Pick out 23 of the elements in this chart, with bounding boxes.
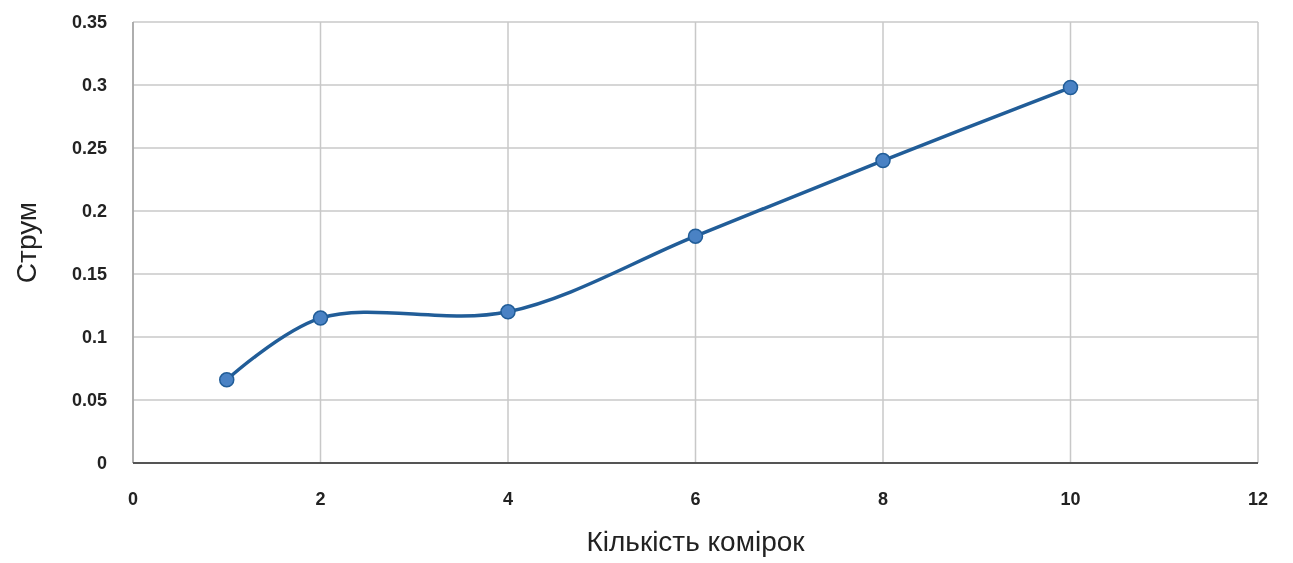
x-tick-label: 4: [502, 489, 514, 509]
x-axis-title: Кількість комірок: [586, 526, 806, 557]
y-tick-label: 0.1: [81, 327, 107, 348]
point: [687, 228, 704, 244]
point: [875, 152, 891, 169]
x-tick-label: 6: [690, 489, 701, 509]
x-tick-label: 8: [877, 489, 889, 509]
y-tick-label: 0.15: [71, 264, 107, 285]
y-tick-label: 0.35: [71, 12, 107, 33]
y-tick-label: 0: [96, 453, 107, 474]
y-axis-title: Струм: [11, 201, 42, 284]
x-tick-label: 0: [127, 489, 139, 509]
y-tick-label: 0.05: [71, 390, 107, 411]
point: [500, 304, 516, 320]
y-tick-label: 0.3: [81, 75, 107, 96]
y-tick-label: 0.2: [81, 201, 107, 222]
x-tick-label: 2: [315, 489, 326, 509]
x-tick-label: 10: [1060, 489, 1081, 509]
point: [312, 310, 329, 326]
y-tick-label: 0.25: [71, 138, 107, 159]
point: [1062, 79, 1079, 96]
point: [219, 372, 235, 388]
x-tick-label: 12: [1247, 489, 1269, 509]
